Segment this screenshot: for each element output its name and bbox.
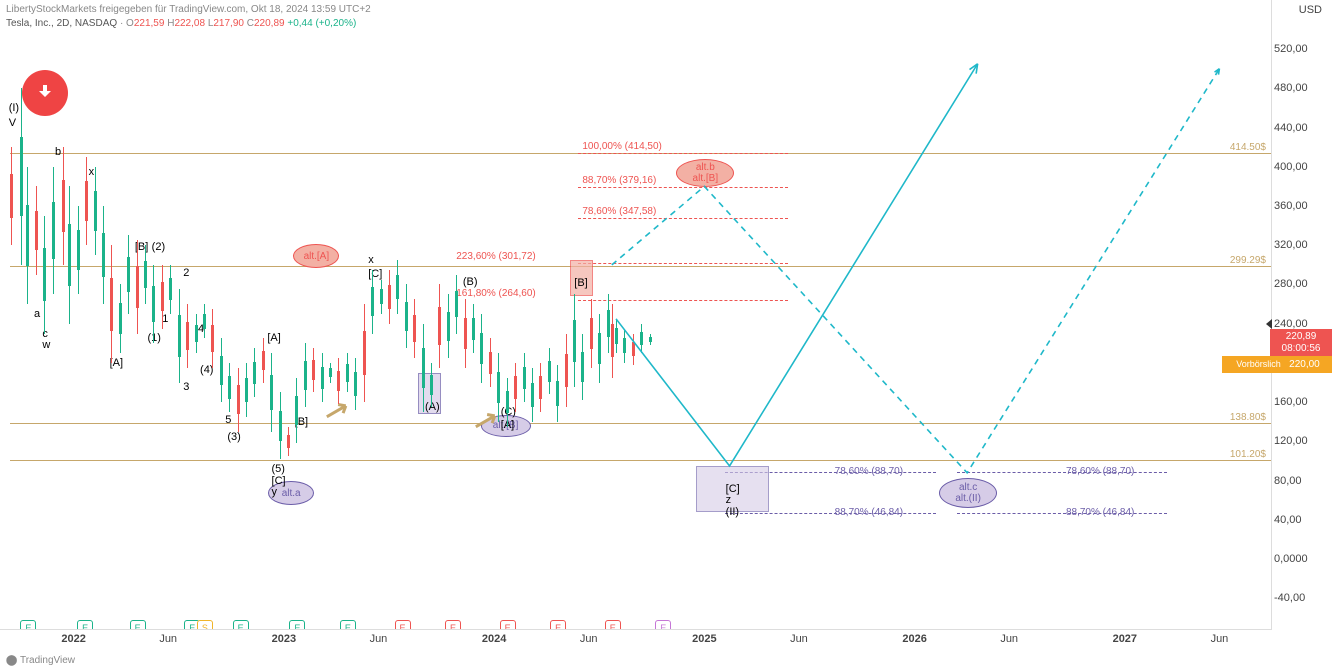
fib-level-line[interactable] — [578, 263, 788, 264]
y-tick-label: 440,00 — [1270, 122, 1332, 134]
y-tick-label: 120,00 — [1270, 435, 1332, 447]
chart-plot-area[interactable]: 414.50$ 299.29$ 138.80$ 101.20$ 100,00% (414… — [0, 0, 1272, 640]
wave-label[interactable]: (B) — [463, 276, 478, 288]
wave-label[interactable]: y — [272, 486, 278, 498]
fib-level-label: 223,60% (301,72) — [456, 251, 536, 262]
x-tick-label: 2025 — [692, 633, 716, 645]
x-axis[interactable]: 2022 Jun 2023 Jun 2024 Jun 2025 Jun 2026 Jun 2027 J… — [0, 629, 1272, 652]
ohlc-high: 222,08 — [174, 18, 205, 29]
y-tick-label: 160,00 — [1270, 396, 1332, 408]
fib-level-label: 88,70% (379,16) — [582, 175, 656, 186]
wave-label[interactable]: (I) — [9, 102, 19, 114]
ohlc-close: 220,89 — [254, 18, 285, 29]
fib-level-label: 88,70% (46,84) — [1066, 507, 1134, 518]
wave-label[interactable]: (3) — [227, 431, 240, 443]
y-tick-label: -40,00 — [1270, 592, 1332, 604]
x-tick-label: Jun — [1211, 633, 1229, 645]
y-axis[interactable]: USD -40,000,000040,0080,00120,00160,0020… — [1271, 0, 1332, 640]
y-tick-label: 0,0000 — [1270, 553, 1332, 565]
fib-level-line[interactable] — [578, 218, 788, 219]
annotation-ellipse[interactable]: alt.balt.[B] — [676, 159, 734, 187]
horizontal-price-line[interactable] — [10, 460, 1272, 461]
symbol-header[interactable]: Tesla, Inc., 2D, NASDAQ · O221,59 H222,0… — [6, 18, 356, 29]
wave-label[interactable]: [B] — [574, 277, 587, 289]
fib-level-label: 78,60% (88,70) — [1066, 466, 1134, 477]
wave-label[interactable]: V — [9, 117, 16, 129]
symbol-name[interactable]: Tesla, Inc., 2D, NASDAQ — [6, 18, 117, 29]
y-tick-label: 240,00 — [1270, 318, 1332, 330]
horizontal-price-line[interactable] — [10, 266, 1272, 267]
fib-level-line[interactable] — [578, 187, 788, 188]
x-tick-label: 2024 — [482, 633, 506, 645]
ohlc-open: 221,59 — [134, 18, 165, 29]
arrow-right-icon — [323, 396, 356, 423]
price-marker-icon — [1266, 319, 1272, 329]
y-tick-label: 480,00 — [1270, 82, 1332, 94]
horizontal-line-label: 414.50$ — [1228, 142, 1268, 153]
x-tick-label: 2027 — [1113, 633, 1137, 645]
wave-label[interactable]: [C] — [272, 475, 286, 487]
annotation-ellipse[interactable]: alt.[A] — [293, 244, 339, 268]
publish-info: LibertyStockMarkets freigegeben für Trad… — [6, 4, 371, 15]
horizontal-line-label: 101.20$ — [1228, 449, 1268, 460]
x-tick-label: Jun — [580, 633, 598, 645]
wave-label[interactable]: z — [726, 494, 732, 506]
x-tick-label: 2023 — [272, 633, 296, 645]
wave-label[interactable]: (II) — [726, 506, 739, 518]
wave-label[interactable]: b — [55, 146, 61, 158]
wave-label[interactable]: 5 — [225, 414, 231, 426]
wave-label[interactable]: (2) — [152, 241, 165, 253]
wave-label[interactable]: a — [34, 308, 40, 320]
y-tick-label: 360,00 — [1270, 200, 1332, 212]
fib-level-label: 100,00% (414,50) — [582, 141, 662, 152]
horizontal-price-line[interactable] — [10, 423, 1272, 424]
last-price-badge: 220,8908:00:56 — [1270, 329, 1332, 357]
fib-level-label: 88,70% (46,84) — [835, 507, 903, 518]
fib-level-label: 78,60% (347,58) — [582, 206, 656, 217]
wave-label[interactable]: [A] — [267, 332, 280, 344]
y-tick-label: 320,00 — [1270, 239, 1332, 251]
wave-label[interactable]: x — [368, 254, 374, 266]
wave-label[interactable]: [C] — [368, 268, 382, 280]
horizontal-line-label: 138.80$ — [1228, 412, 1268, 423]
ohlc-change: +0,44 (+0,20%) — [287, 18, 356, 29]
y-tick-label: 80,00 — [1270, 475, 1332, 487]
fib-level-label: 161,80% (264,60) — [456, 288, 536, 299]
wave-label[interactable]: 3 — [183, 381, 189, 393]
wave-label[interactable]: [C] — [726, 483, 740, 495]
premarket-price-badge: Vorbörslich 220,00 — [1222, 356, 1332, 373]
annotation-ellipse[interactable]: alt.calt.(II) — [939, 478, 997, 508]
author-avatar[interactable] — [22, 70, 68, 116]
x-tick-label: 2022 — [61, 633, 85, 645]
y-tick-label: 400,00 — [1270, 161, 1332, 173]
wave-label[interactable]: (5) — [272, 463, 285, 475]
watermark: ⬤ TradingView — [6, 655, 75, 666]
wave-label[interactable]: 1 — [162, 313, 168, 325]
y-tick-label: 280,00 — [1270, 278, 1332, 290]
wave-label[interactable]: 2 — [183, 267, 189, 279]
projection-dashed[interactable] — [0, 0, 1272, 640]
y-tick-label: 520,00 — [1270, 43, 1332, 55]
arrow-down-icon — [33, 81, 57, 105]
fib-level-line[interactable] — [578, 153, 788, 154]
x-tick-label: Jun — [159, 633, 177, 645]
wave-label[interactable]: (A) — [425, 401, 440, 413]
fib-level-line[interactable] — [957, 472, 1167, 473]
fib-level-line[interactable] — [578, 300, 788, 301]
fib-level-line[interactable] — [725, 513, 935, 514]
ohlc-low: 217,90 — [213, 18, 244, 29]
wave-label[interactable]: x — [89, 166, 95, 178]
y-axis-unit: USD — [1299, 4, 1322, 16]
x-tick-label: Jun — [790, 633, 808, 645]
horizontal-line-label: 299.29$ — [1228, 255, 1268, 266]
fib-level-label: 78,60% (88,70) — [835, 466, 903, 477]
x-tick-label: Jun — [1000, 633, 1018, 645]
fib-level-line[interactable] — [957, 513, 1167, 514]
y-tick-label: 40,00 — [1270, 514, 1332, 526]
projection-solid[interactable] — [0, 0, 1272, 640]
wave-label[interactable]: w — [42, 339, 50, 351]
x-tick-label: 2026 — [902, 633, 926, 645]
x-tick-label: Jun — [370, 633, 388, 645]
